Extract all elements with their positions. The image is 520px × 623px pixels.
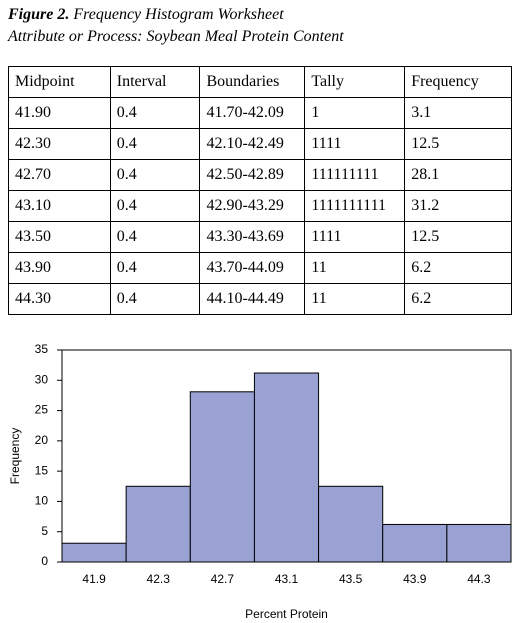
x-tick-label: 42.7 bbox=[211, 572, 235, 586]
table-row: 43.10 0.4 42.90-43.29 1111111111 31.2 bbox=[8, 190, 512, 222]
cell: 6.2 bbox=[404, 283, 512, 315]
table-row: 43.90 0.4 43.70-44.09 11 6.2 bbox=[8, 252, 512, 284]
y-tick-label: 15 bbox=[35, 463, 49, 477]
cell: Tally bbox=[304, 66, 406, 98]
bar bbox=[446, 523, 512, 563]
cell: 43.50 bbox=[8, 221, 111, 253]
x-tick-label: 43.5 bbox=[339, 572, 363, 586]
cell: 44.30 bbox=[8, 283, 111, 315]
cell: 42.30 bbox=[8, 128, 111, 160]
table-row: 43.50 0.4 43.30-43.69 1111 12.5 bbox=[8, 221, 512, 253]
cell: 1 bbox=[304, 97, 406, 129]
figure-title: Frequency Histogram Worksheet bbox=[73, 6, 284, 23]
cell: 42.90-43.29 bbox=[199, 190, 306, 222]
y-tick-label: 20 bbox=[35, 433, 49, 447]
y-tick-label: 10 bbox=[35, 494, 49, 508]
chart: 0 5 10 15 20 25 30 35 41.9 42.3 42.7 43.1 43.5 43.9 44… bbox=[8, 342, 512, 621]
cell: 12.5 bbox=[404, 128, 512, 160]
table-row: 42.30 0.4 42.10-42.49 1111 12.5 bbox=[8, 128, 512, 160]
cell: 44.10-44.49 bbox=[199, 283, 306, 315]
cell: 11 bbox=[304, 283, 406, 315]
x-axis-label: Percent Protein bbox=[245, 607, 328, 621]
cell: 31.2 bbox=[404, 190, 512, 222]
cell: 41.70-42.09 bbox=[199, 97, 306, 129]
cell: Midpoint bbox=[8, 66, 111, 98]
x-tick-label: 43.1 bbox=[275, 572, 299, 586]
bar bbox=[61, 542, 127, 563]
cell: 6.2 bbox=[404, 252, 512, 284]
cell: 12.5 bbox=[404, 221, 512, 253]
cell: 42.10-42.49 bbox=[199, 128, 306, 160]
y-tick-label: 35 bbox=[35, 342, 49, 356]
cell: Frequency bbox=[404, 66, 512, 98]
table-row: 42.70 0.4 42.50-42.89 111111111 28.1 bbox=[8, 159, 512, 191]
figure-label: Figure 2. bbox=[8, 6, 70, 23]
header-row: Midpoint Interval Boundaries Tally Frequency bbox=[8, 66, 512, 98]
cell: Interval bbox=[109, 66, 201, 98]
x-tick-label: 43.9 bbox=[403, 572, 427, 586]
cell: 0.4 bbox=[109, 190, 201, 222]
cell: 41.90 bbox=[8, 97, 111, 129]
cell: 0.4 bbox=[109, 252, 201, 284]
y-tick-label: 5 bbox=[41, 524, 48, 538]
cell: 28.1 bbox=[404, 159, 512, 191]
caption-line: Figure 2. Frequency Histogram Worksheet bbox=[8, 6, 284, 24]
cell: 43.10 bbox=[8, 190, 111, 222]
cell: 42.50-42.89 bbox=[199, 159, 306, 191]
bar bbox=[318, 485, 384, 563]
table-row: 44.30 0.4 44.10-44.49 11 6.2 bbox=[8, 283, 512, 315]
y-tick-label: 30 bbox=[35, 372, 49, 386]
cell: 43.90 bbox=[8, 252, 111, 284]
cell: 1111 bbox=[304, 128, 406, 160]
bar bbox=[253, 372, 320, 563]
cell: 0.4 bbox=[109, 128, 201, 160]
x-tick-label: 41.9 bbox=[82, 572, 106, 586]
cell: 43.70-44.09 bbox=[199, 252, 306, 284]
cell: 1111 bbox=[304, 221, 406, 253]
cell: 11 bbox=[304, 252, 406, 284]
cell: 0.4 bbox=[109, 221, 201, 253]
cell: 42.70 bbox=[8, 159, 111, 191]
y-tick-label: 0 bbox=[41, 554, 48, 568]
cell: Boundaries bbox=[199, 66, 306, 98]
worksheet-table: Midpoint Interval Boundaries Tally Frequency… bbox=[8, 66, 512, 315]
bar bbox=[189, 391, 255, 563]
x-tick-label: 44.3 bbox=[467, 572, 491, 586]
bar bbox=[382, 523, 448, 563]
cell: 0.4 bbox=[109, 283, 201, 315]
cell: 3.1 bbox=[404, 97, 512, 129]
cell: 43.30-43.69 bbox=[199, 221, 306, 253]
table-row: 41.90 0.4 41.70-42.09 1 3.1 bbox=[8, 97, 512, 129]
figure-subtitle: Attribute or Process: Soybean Meal Prote… bbox=[8, 28, 344, 45]
cell: 0.4 bbox=[109, 159, 201, 191]
y-tick-label: 25 bbox=[35, 403, 49, 417]
bar bbox=[125, 485, 191, 563]
y-axis-label: Frequency bbox=[8, 428, 22, 485]
cell: 111111111 bbox=[304, 159, 406, 191]
cell: 1111111111 bbox=[304, 190, 406, 222]
cell: 0.4 bbox=[109, 97, 201, 129]
x-tick-label: 42.3 bbox=[147, 572, 171, 586]
